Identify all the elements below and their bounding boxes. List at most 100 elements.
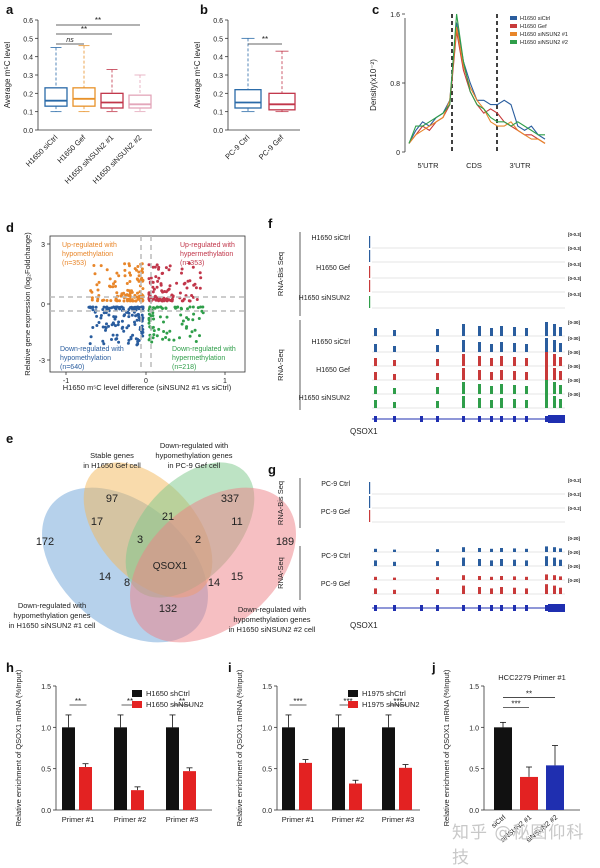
g-seq-peak [462, 547, 465, 552]
d-point-q0 [136, 291, 139, 295]
i-bar [332, 727, 345, 810]
g-seq-peak [500, 548, 503, 552]
h-legend-label: H1650 shCtrl [146, 689, 190, 698]
e-set-si2 [130, 487, 296, 643]
f-track-label: H1650 siCtrl [311, 235, 350, 242]
d-point-q3 [188, 334, 192, 338]
d-point-q1 [155, 285, 159, 289]
d-point-q0 [105, 268, 109, 272]
h-bar [79, 767, 92, 810]
d-point-q3 [194, 340, 198, 343]
d-point-q3 [158, 315, 162, 319]
d-xtick-label: 0 [144, 378, 148, 385]
f-exon [500, 416, 503, 422]
d-point-q3 [178, 336, 181, 340]
g-seq-peak [500, 559, 503, 566]
g-seq-peak [374, 576, 377, 580]
a-ytick-label: 0.4 [23, 55, 33, 62]
d-point-q1 [154, 298, 158, 302]
f-seq-peak [436, 329, 439, 336]
d-point-q1 [157, 267, 160, 271]
e-count-c: 337 [221, 493, 239, 505]
i-bar [282, 727, 295, 810]
d-point-q1 [149, 276, 153, 280]
d-point-q0 [117, 274, 121, 278]
f-seq-peak [478, 342, 481, 352]
d-point-q3 [151, 336, 155, 340]
d-point-q3 [188, 305, 192, 309]
watermark: 知乎 @秘图仰科技 [452, 823, 585, 868]
f-track-scale: [0-30] [568, 364, 581, 369]
d-point-q2 [123, 313, 127, 317]
f-seq-peak [545, 380, 548, 394]
d-point-q0 [108, 277, 112, 281]
g-seq-peak [500, 576, 503, 580]
f-seq-peak [545, 394, 548, 408]
e-count-dx: 15 [231, 571, 243, 583]
g-seq-peak [393, 589, 396, 594]
d-point-q3 [174, 306, 178, 310]
a-ytick-label: 0.2 [23, 91, 33, 98]
d-quadrant-label: (n=353) [180, 260, 204, 267]
d-point-q0 [92, 264, 96, 267]
d-point-q2 [91, 326, 95, 329]
d-quadrant-label: hypomethylation [62, 251, 113, 258]
d-point-q3 [190, 330, 194, 334]
f-seq-peak [374, 328, 377, 336]
g-seq-peak [525, 588, 528, 594]
g-seq-peak [374, 560, 377, 566]
f-exon [548, 415, 565, 423]
d-point-q1 [159, 282, 163, 286]
d-point-q3 [152, 329, 156, 333]
f-seq-peak [559, 371, 562, 380]
d-point-q1 [147, 277, 151, 281]
j-title: HCC2279 Primer #1 [498, 673, 566, 682]
d-point-q0 [141, 287, 145, 291]
i-ytick-label: 0.0 [262, 808, 272, 815]
d-point-q2 [95, 314, 99, 318]
f-seq-peak [559, 327, 562, 336]
e-set-label: in H1650 siNSUN2 #2 cell [229, 625, 316, 634]
f-track-label: H1650 siNSUN2 [299, 395, 350, 402]
g-exon [548, 604, 565, 612]
d-point-q0 [96, 299, 99, 303]
g-seq-peak [393, 549, 396, 552]
d-point-q0 [112, 282, 115, 286]
g-seq-peak [545, 574, 548, 580]
d-point-q3 [201, 311, 205, 315]
d-point-q2 [104, 328, 107, 332]
j-sig-label: *** [511, 700, 520, 709]
f-bis-peak [369, 296, 371, 308]
d-point-q2 [137, 315, 141, 319]
d-point-q2 [105, 305, 109, 309]
d-point-q0 [131, 299, 135, 303]
d-point-q0 [105, 299, 109, 302]
panel-i-letter: i [228, 660, 232, 675]
g-seq-peak [559, 548, 562, 552]
d-point-q2 [99, 316, 103, 320]
b-ytick-label: 0.2 [213, 91, 223, 98]
e-set-label: Down-regulated with [18, 601, 86, 610]
j-ytick-label: 0.0 [469, 808, 479, 815]
g-exon [478, 605, 481, 611]
f-track-label: H1650 siNSUN2 [299, 295, 350, 302]
d-ytick-label: -3 [39, 358, 45, 365]
panel-c-letter: c [372, 2, 379, 17]
d-point-q1 [198, 271, 202, 275]
g-seq-peak [553, 585, 556, 594]
g-seq-peak [490, 588, 493, 594]
d-point-q3 [147, 338, 151, 342]
d-point-q3 [147, 321, 151, 325]
f-seq-peak [513, 357, 516, 366]
a-ylabel: Average m⁵C level [3, 42, 12, 109]
d-point-q3 [181, 319, 185, 323]
d-quadrant-label: hypermethylation [172, 355, 225, 362]
f-seq-peak [559, 399, 562, 408]
b-sig-label: ** [262, 35, 268, 44]
d-point-q3 [165, 331, 169, 335]
g-seq-peak [513, 559, 516, 566]
a-group-label: H1650 siCtrl [24, 133, 60, 169]
d-point-q1 [157, 276, 161, 280]
d-point-q2 [89, 306, 92, 310]
d-point-q2 [114, 324, 117, 328]
